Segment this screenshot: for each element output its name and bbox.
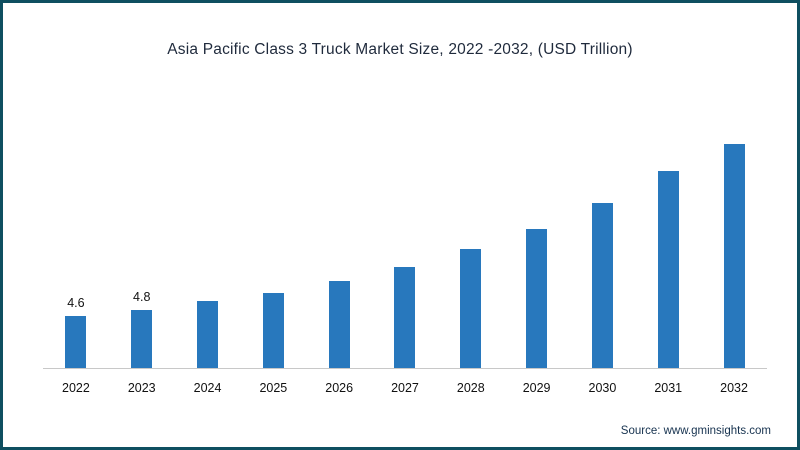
bar-column-2025 bbox=[240, 125, 306, 368]
source-text: Source: www.gminsights.com bbox=[620, 425, 771, 437]
x-axis-label-2030: 2030 bbox=[588, 381, 617, 395]
bar-2024 bbox=[197, 301, 219, 368]
bar-column-2023: 4.8 bbox=[109, 125, 175, 368]
chart-title: Asia Pacific Class 3 Truck Market Size, … bbox=[167, 41, 633, 58]
x-axis-label-2028: 2028 bbox=[456, 381, 485, 395]
x-axis-label-2029: 2029 bbox=[522, 381, 551, 395]
x-axis-label-2022: 2022 bbox=[62, 381, 90, 395]
x-axis-label-2031: 2031 bbox=[654, 381, 683, 395]
bar-column-2030 bbox=[570, 125, 636, 368]
bar-2031 bbox=[657, 171, 679, 368]
x-axis-label-2024: 2024 bbox=[193, 381, 222, 395]
bar-2030 bbox=[591, 203, 613, 368]
bar-2023 bbox=[131, 310, 153, 368]
x-axis-label-2027: 2027 bbox=[391, 381, 419, 395]
bar-2026 bbox=[328, 281, 350, 368]
bar-value-label-2023: 4.8 bbox=[133, 290, 151, 304]
bar-column-2028 bbox=[438, 125, 504, 368]
bar-column-2032 bbox=[701, 125, 767, 368]
bar-2025 bbox=[262, 293, 284, 368]
bar-2032 bbox=[723, 144, 745, 368]
x-axis-label-2026: 2026 bbox=[325, 381, 354, 395]
x-axis-label-2023: 2023 bbox=[127, 381, 156, 395]
bar-value-label-2022: 4.6 bbox=[67, 296, 85, 310]
x-axis: 2022 2023 2024 2025 2026 2027 2028 2029 2030 2031… bbox=[43, 373, 767, 395]
bar-column-2029 bbox=[504, 125, 570, 368]
bar-2029 bbox=[526, 229, 548, 368]
bar-2028 bbox=[460, 249, 482, 368]
x-axis-label-2032: 2032 bbox=[720, 381, 748, 395]
bar-column-2031 bbox=[635, 125, 701, 368]
bar-column-2024 bbox=[175, 125, 241, 368]
x-axis-label-2025: 2025 bbox=[259, 381, 288, 395]
bar-column-2027 bbox=[372, 125, 438, 368]
bar-column-2026 bbox=[306, 125, 372, 368]
bar-2027 bbox=[394, 267, 416, 368]
plot-area: 4.6 4.8 bbox=[43, 125, 767, 369]
bar-2022 bbox=[65, 316, 87, 368]
bar-column-2022: 4.6 bbox=[43, 125, 109, 368]
